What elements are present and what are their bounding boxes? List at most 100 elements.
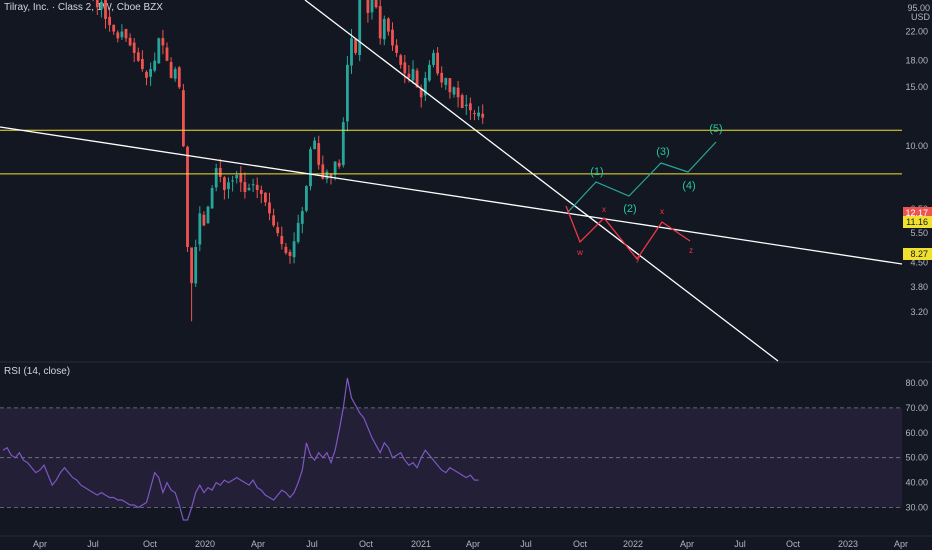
price-tick-label: 3.80 [910, 282, 928, 292]
price-tick-label: 28.00 [905, 0, 928, 1]
candle-body [288, 252, 292, 256]
candle-body [259, 189, 263, 194]
candle-body [333, 161, 337, 175]
candle-body [149, 69, 152, 77]
candle-body [128, 37, 132, 46]
rsi-tick-label: 80.00 [905, 378, 928, 388]
trendline-descending-resistance [304, 0, 779, 362]
candle-body [374, 0, 378, 8]
candle-body [370, 0, 374, 13]
time-tick-label: 2022 [623, 539, 643, 549]
candle-body [280, 235, 284, 245]
candles [92, 0, 485, 322]
time-tick-label: Apr [33, 539, 47, 549]
price-tick-label: 10.00 [905, 141, 928, 151]
time-tick-label: 2020 [195, 539, 215, 549]
candle-body [292, 241, 296, 258]
price-tick-label: 4.50 [910, 257, 928, 267]
candle-body [329, 174, 333, 177]
candle-body [214, 168, 218, 188]
candle-body [473, 113, 476, 115]
wave-label-bullish: (1) [590, 166, 603, 178]
candle-body [313, 140, 316, 150]
candle-body [112, 24, 116, 32]
candle-body [157, 38, 161, 64]
candle-body [218, 167, 222, 177]
time-tick-label: Jul [87, 539, 99, 549]
candle-body [186, 146, 189, 247]
candle-body [411, 69, 415, 81]
candle-body [432, 52, 435, 65]
time-tick-label: Oct [786, 539, 801, 549]
wave-label-bullish: (5) [709, 123, 722, 135]
candle-body [124, 28, 128, 39]
candle-body [194, 246, 198, 284]
rsi-tick-label: 40.00 [905, 478, 928, 488]
candle-body [202, 214, 206, 226]
time-tick-label: Jul [520, 539, 532, 549]
candle-body [321, 164, 325, 179]
candle-body [239, 173, 243, 183]
candle-body [272, 215, 275, 226]
rsi-tick-label: 70.00 [905, 403, 928, 413]
rsi-tick-label: 30.00 [905, 503, 928, 513]
candle-body [436, 52, 439, 74]
candle-body [276, 227, 280, 234]
candle-body [477, 112, 480, 117]
candle-body [469, 103, 472, 111]
price-unit-label: USD [910, 12, 930, 22]
price-badge [903, 216, 932, 228]
candle-body [227, 182, 230, 190]
candle-body [116, 32, 120, 39]
wave-label-corrective: w [576, 248, 583, 257]
time-tick-label: Apr [894, 539, 908, 549]
wave-label-corrective: x [602, 205, 606, 214]
wave-label-bullish: (4) [682, 180, 695, 192]
candle-body [317, 143, 321, 165]
projection-corrective-path [565, 205, 691, 261]
candle-body [325, 171, 329, 180]
candle-body [415, 70, 419, 88]
candle-body [251, 184, 255, 186]
candle-body [423, 77, 427, 96]
candle-body [407, 73, 411, 78]
time-tick-label: Jul [306, 539, 318, 549]
trendline-long-term-support [0, 126, 903, 265]
candle-body [464, 104, 468, 107]
candle-body [153, 60, 157, 71]
time-tick-label: Apr [680, 539, 694, 549]
candle-body [337, 162, 341, 167]
candle-body [309, 149, 312, 187]
candle-body [366, 0, 370, 13]
candle-body [206, 206, 210, 224]
time-tick-label: Oct [573, 539, 588, 549]
candle-body [382, 18, 386, 40]
price-badge-label: 8.27 [910, 249, 928, 259]
projection-bullish-path [567, 141, 717, 213]
candle-body [395, 45, 398, 53]
candle-body [145, 71, 148, 78]
price-tick-label: 18.00 [905, 56, 928, 66]
candle-body [264, 192, 267, 203]
candle-body [305, 186, 308, 211]
candle-body [169, 62, 173, 78]
candle-body [132, 42, 136, 53]
candle-body [448, 78, 452, 93]
wave-label-bullish: (3) [656, 146, 669, 158]
time-tick-label: 2021 [411, 539, 431, 549]
time-tick-label: Oct [359, 539, 374, 549]
candle-body [481, 113, 485, 118]
candle-body [198, 213, 202, 245]
candle-body [456, 87, 460, 98]
time-tick-label: Oct [143, 539, 158, 549]
candle-body [354, 38, 357, 53]
candle-body [428, 64, 431, 81]
candle-body [173, 69, 177, 79]
rsi-line [2, 377, 479, 521]
rsi-tick-label: 50.00 [905, 453, 928, 463]
price-badge-label: 11.16 [906, 217, 928, 227]
candle-body [120, 31, 124, 38]
candle-body [104, 0, 107, 19]
